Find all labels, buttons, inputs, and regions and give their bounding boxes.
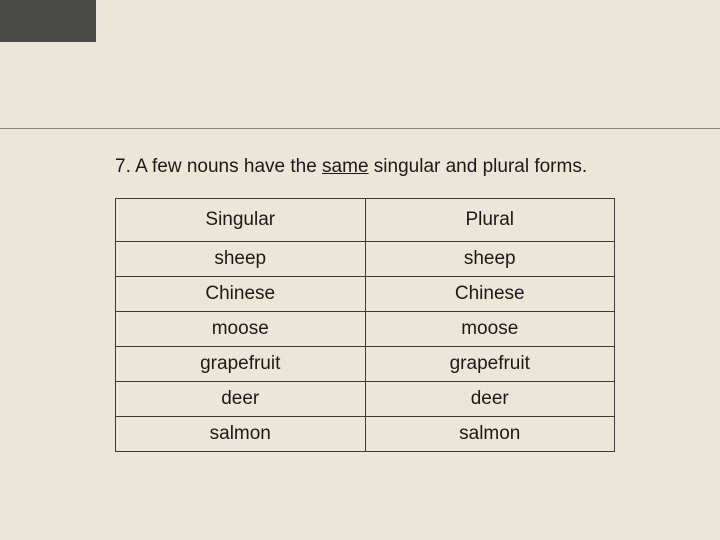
table-row: salmon salmon	[116, 416, 615, 451]
cell-plural: deer	[365, 381, 615, 416]
table-row: moose moose	[116, 311, 615, 346]
intro-underlined: same	[322, 156, 368, 177]
cell-plural: salmon	[365, 416, 615, 451]
cell-plural: grapefruit	[365, 346, 615, 381]
header-plural: Plural	[365, 198, 615, 241]
cell-plural: sheep	[365, 241, 615, 276]
table-row: deer deer	[116, 381, 615, 416]
table-row: sheep sheep	[116, 241, 615, 276]
cell-singular: salmon	[116, 416, 366, 451]
intro-prefix: 7. A few nouns have the	[115, 156, 322, 177]
horizontal-rule	[0, 128, 720, 129]
table-header-row: Singular Plural	[116, 198, 615, 241]
dark-corner-decoration	[0, 0, 96, 42]
cell-singular: sheep	[116, 241, 366, 276]
content-area: 7. A few nouns have the same singular an…	[115, 154, 615, 452]
table-row: grapefruit grapefruit	[116, 346, 615, 381]
cell-singular: Chinese	[116, 276, 366, 311]
header-singular: Singular	[116, 198, 366, 241]
intro-suffix: singular and plural forms.	[369, 156, 588, 177]
noun-table: Singular Plural sheep sheep Chinese Chin…	[115, 198, 615, 452]
cell-singular: deer	[116, 381, 366, 416]
cell-plural: Chinese	[365, 276, 615, 311]
cell-plural: moose	[365, 311, 615, 346]
cell-singular: grapefruit	[116, 346, 366, 381]
intro-paragraph: 7. A few nouns have the same singular an…	[115, 154, 615, 180]
cell-singular: moose	[116, 311, 366, 346]
table-row: Chinese Chinese	[116, 276, 615, 311]
